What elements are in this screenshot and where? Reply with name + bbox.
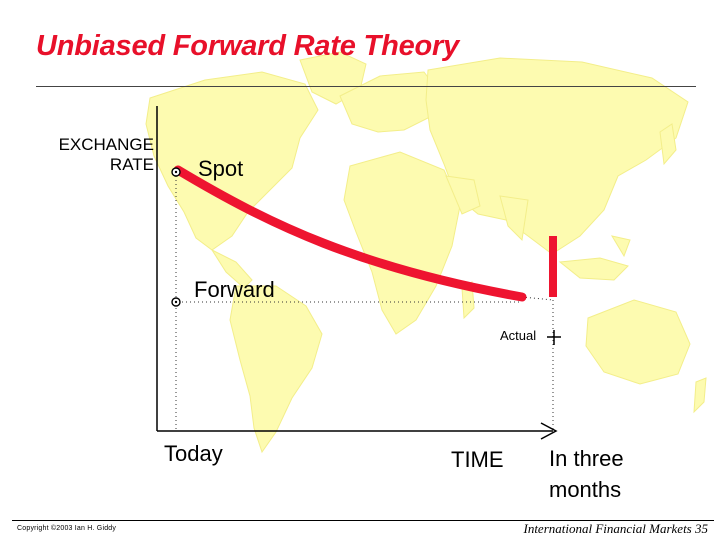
forward-label: Forward	[194, 277, 275, 302]
forward-to-actual-line	[521, 296, 554, 301]
x-axis-label: TIME	[451, 447, 504, 472]
footer-course-page: International Financial Markets 35	[523, 521, 708, 536]
y-axis-label-line: EXCHANGE	[58, 135, 154, 154]
footer-divider	[12, 520, 714, 521]
slide-title: Unbiased Forward Rate Theory	[36, 30, 460, 62]
y-axis-label: EXCHANGE RATE	[59, 135, 154, 175]
three-months-label-line: In three	[549, 446, 624, 471]
three-months-label: In three months	[549, 443, 624, 505]
y-axis-label-line: RATE	[109, 155, 154, 174]
plus-marker-icon	[547, 330, 561, 345]
three-months-label-line: months	[549, 477, 622, 502]
actual-label: Actual	[500, 328, 537, 343]
circle-marker-icon	[171, 167, 181, 177]
x-axis-arrowhead	[540, 422, 558, 440]
copyright-notice: Copyright ©2003 Ian H. Giddy	[17, 525, 117, 532]
expected-rate-curve	[173, 165, 527, 302]
circle-marker-icon	[171, 297, 181, 307]
title-divider	[36, 86, 696, 87]
spot-label: Spot	[198, 156, 244, 181]
today-label: Today	[164, 441, 223, 466]
